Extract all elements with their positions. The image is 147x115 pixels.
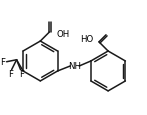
- Text: OH: OH: [56, 30, 70, 39]
- Text: HO: HO: [80, 35, 93, 44]
- Text: NH: NH: [68, 62, 81, 71]
- Text: F: F: [0, 58, 5, 67]
- Text: F: F: [8, 70, 13, 79]
- Text: F: F: [19, 70, 24, 79]
